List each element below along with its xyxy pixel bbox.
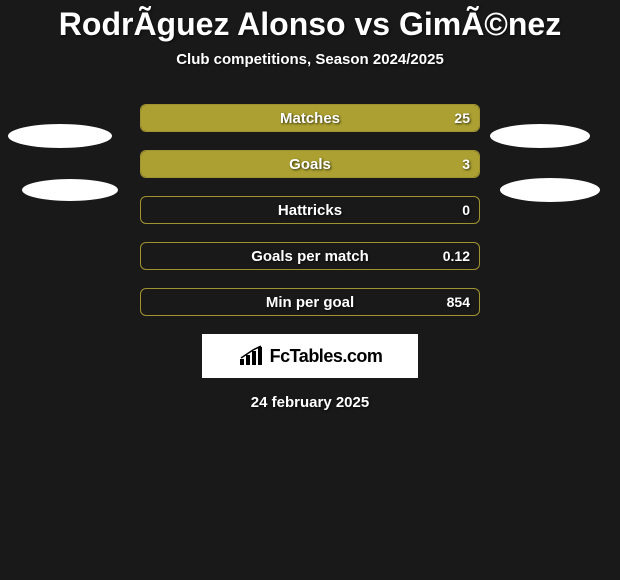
- page-title: RodrÃ­guez Alonso vs GimÃ©nez: [0, 0, 620, 43]
- chart-icon: [238, 345, 264, 367]
- decor-ellipse: [22, 179, 118, 201]
- date-label: 24 february 2025: [0, 394, 620, 411]
- stat-row: Hattricks0: [140, 196, 480, 224]
- decor-ellipse: [8, 124, 112, 148]
- stat-row: Goals3: [140, 150, 480, 178]
- brand-text: FcTables.com: [270, 346, 383, 367]
- decor-ellipse: [490, 124, 590, 148]
- stat-bar: [140, 150, 480, 178]
- stat-bar: [140, 196, 480, 224]
- stat-row: Matches25: [140, 104, 480, 132]
- stat-bar-fill: [141, 151, 479, 177]
- stat-row: Goals per match0.12: [140, 242, 480, 270]
- stat-bar: [140, 104, 480, 132]
- stat-row: Min per goal854: [140, 288, 480, 316]
- decor-ellipse: [500, 178, 600, 202]
- subtitle: Club competitions, Season 2024/2025: [0, 51, 620, 68]
- stat-bar-fill: [141, 105, 479, 131]
- brand-logo: FcTables.com: [202, 334, 418, 378]
- stat-bar: [140, 242, 480, 270]
- stat-bar: [140, 288, 480, 316]
